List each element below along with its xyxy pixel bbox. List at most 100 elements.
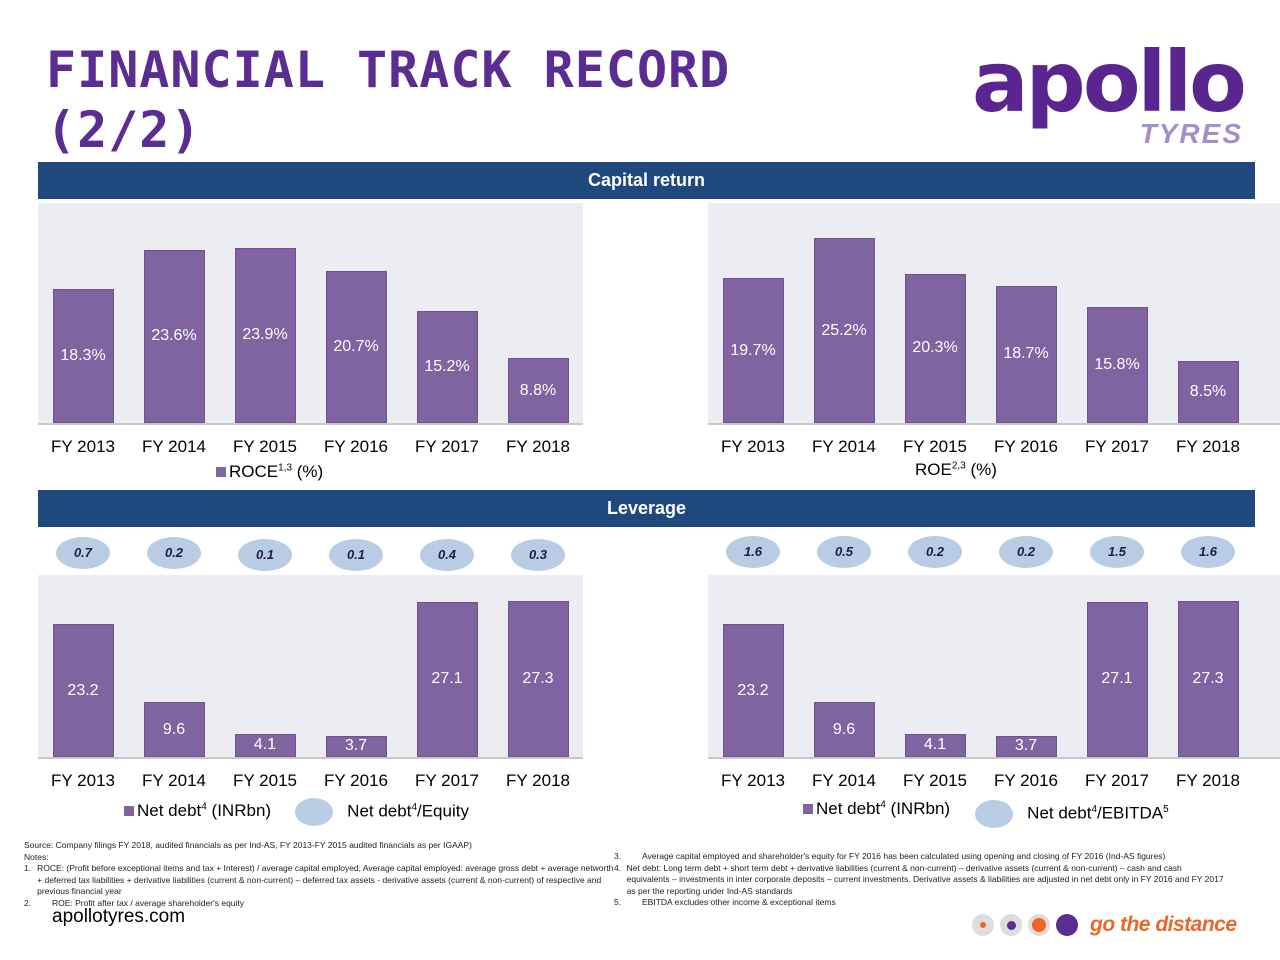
leverage-net-debt-equity-bar [53,624,114,757]
leverage-net-debt-ebitda-ratio-bubble: 0.2 [908,536,962,568]
leverage-net-debt-ebitda-ratio-bubble: 1.6 [726,536,780,568]
capital-return-roce-value-label: 20.7% [333,338,379,356]
leverage-net-debt-ebitda-category-label: FY 2017 [1085,771,1149,790]
logo-sub: TYRES [1139,118,1243,149]
leverage-net-debt-equity-bar [417,601,478,757]
leverage-net-debt-equity-ratio-bubble: 0.2 [147,537,201,569]
capital-return-roe-value-label: 15.8% [1094,356,1140,373]
dot-icon [972,914,994,936]
leverage-net-debt-ebitda-value-label: 23.2 [737,681,769,699]
legend-roce: ROCE1,3 (%) [216,462,323,482]
leverage-net-debt-ebitda-ratio-bubble: 0.2 [999,536,1053,568]
leverage-net-debt-equity-category-label: FY 2015 [233,771,297,790]
footer-dots: go the distance [972,913,1237,937]
leverage-net-debt-ebitda-bar [1178,600,1239,757]
capital-return-roe-bar [996,285,1057,423]
notes-left: Source: Company filings FY 2018, audited… [24,840,614,908]
capital-return-roce-category-label: FY 2018 [506,437,570,456]
capital-return-roe-category-label: FY 2013 [721,437,785,456]
leverage-net-debt-ebitda-bar [814,702,875,757]
leverage-net-debt-equity-bar [235,733,296,757]
capital-return-roce-bar [235,247,296,423]
dot-icon [1028,914,1050,936]
legend-net-debt-2: Net debt4 (INRbn) [803,799,950,819]
note-3: Average capital employed and shareholder… [642,851,1166,861]
capital-return-roce-bar [53,288,114,423]
leverage-net-debt-ebitda-category-label: FY 2018 [1176,771,1240,790]
website-link[interactable]: apollotyres.com [52,906,186,927]
capital-return-roe-value-label: 25.2% [821,321,867,339]
capital-return-roce-category-label: FY 2014 [142,437,206,456]
tagline: go the distance [1090,913,1237,936]
capital-return-roe-category-label: FY 2016 [994,437,1058,456]
capital-return-roe-bar [1178,360,1239,423]
legend-net-debt-1: Net debt4 (INRbn) [124,801,271,821]
leverage-net-debt-ebitda-bar [905,733,966,757]
source-text: Source: Company filings FY 2018, audited… [24,840,472,850]
legend-swatch [803,804,813,814]
capital-return-roe-category-label: FY 2018 [1176,437,1240,456]
leverage-net-debt-equity-category-label: FY 2013 [51,771,115,790]
legend-ellipse [295,798,333,826]
capital-return-roce-category-label: FY 2015 [233,437,297,456]
capital-return-roce-bar [417,311,478,423]
legend-ellipse [975,800,1013,828]
legend-swatch [216,467,226,477]
capital-return-roce-x-axis [38,423,583,425]
leverage-net-debt-equity-value-label: 3.7 [344,737,368,755]
leverage-net-debt-equity-ratio-bubble: 0.1 [329,539,383,571]
leverage-net-debt-equity-value-label: 4.1 [253,736,277,754]
leverage-net-debt-ebitda-value-label: 9.6 [832,720,856,738]
capital-return-roe-bar [723,278,784,423]
capital-return-roe-bar [905,273,966,423]
note-4: Net debt: Long term debt + short term de… [626,862,1224,896]
capital-return-roe-category-label: FY 2017 [1085,437,1149,456]
logo-word: apollo [972,33,1247,131]
leverage-net-debt-ebitda-value-label: 27.3 [1192,669,1224,687]
leverage-net-debt-ebitda-category-label: FY 2015 [903,771,967,790]
legend-net-debt-equity: Net debt4/Equity [295,798,469,826]
leverage-net-debt-equity-x-axis [38,757,583,759]
leverage-net-debt-ebitda-value-label: 3.7 [1014,737,1038,755]
notes-label: Notes: [24,851,49,862]
leverage-net-debt-ebitda-ratio-bubble: 1.6 [1181,536,1235,568]
leverage-net-debt-equity-ratio-bubble: 0.1 [238,539,292,571]
leverage-net-debt-equity-plot-area [38,575,583,757]
leverage-net-debt-equity-ratio-bubble: 0.7 [56,537,110,569]
leverage-net-debt-ebitda-value-label: 4.1 [923,736,947,754]
notes-right: 3. Average capital employed and sharehold… [614,851,1224,907]
leverage-net-debt-equity-value-label: 9.6 [162,720,186,738]
leverage-net-debt-equity-ratio-bubble: 0.3 [511,539,565,571]
legend-swatch [124,806,134,816]
apollo-logo: apollo TYRES [972,40,1247,150]
capital-return-roe-category-label: FY 2014 [812,437,876,456]
capital-return-roce-category-label: FY 2013 [51,437,115,456]
capital-return-roce-bar [144,249,205,423]
note-2: ROE: Profit after tax / average sharehol… [52,897,245,908]
leverage-net-debt-ebitda-category-label: FY 2016 [994,771,1058,790]
capital-return-roe-value-label: 19.7% [730,341,776,359]
leverage-net-debt-ebitda-bar [723,624,784,757]
capital-return-roe-value-label: 18.7% [1003,345,1049,363]
capital-return-roce-category-label: FY 2016 [324,437,388,456]
page-title: FINANCIAL TRACK RECORD (2/2) [46,40,730,160]
dot-icon [1056,914,1078,936]
leverage-net-debt-equity-category-label: FY 2016 [324,771,388,790]
capital-return-roe-category-label: FY 2015 [903,437,967,456]
capital-return-roe-bar [1087,307,1148,423]
leverage-net-debt-equity-value-label: 27.1 [431,670,463,688]
capital-return-roce-bar [326,271,387,423]
leverage-net-debt-ebitda-ratio-bubble: 1.5 [1090,536,1144,568]
capital-return-roce-value-label: 23.9% [242,326,288,344]
capital-return-roce-value-label: 15.2% [424,358,470,376]
capital-return-roce-value-label: 18.3% [60,346,106,364]
leverage-net-debt-ebitda-ratio-bubble: 0.5 [817,536,871,568]
capital-return-roce-category-label: FY 2017 [415,437,479,456]
dot-icon [1000,914,1022,936]
leverage-net-debt-equity-bar [326,735,387,757]
leverage-net-debt-equity-value-label: 27.3 [522,669,554,687]
leverage-net-debt-ebitda-bar [1087,601,1148,757]
note-1: ROCE: (Profit before exceptional items a… [37,863,614,896]
leverage-net-debt-equity-category-label: FY 2014 [142,771,206,790]
leverage-net-debt-ebitda-value-label: 27.1 [1101,670,1133,688]
